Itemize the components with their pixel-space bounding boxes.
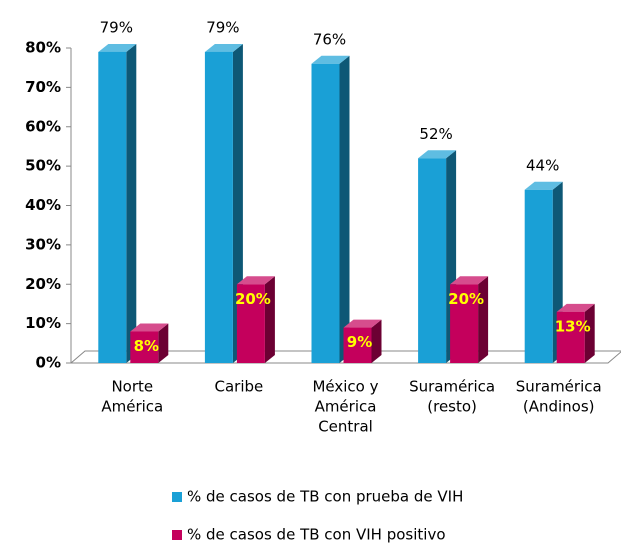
bar-top: [556, 303, 595, 312]
x-tick-label: (Andinos): [523, 398, 595, 416]
legend-marker: [172, 492, 182, 502]
bar-top: [130, 323, 169, 332]
bar: [343, 327, 372, 363]
bar-side: [264, 276, 275, 363]
bar-top: [311, 55, 350, 64]
value-label: 76%: [313, 30, 346, 48]
x-tick-label: México y: [312, 378, 378, 396]
value-label: 13%: [555, 317, 591, 335]
bar: [204, 51, 233, 363]
bar-top: [450, 276, 489, 285]
value-label: 8%: [134, 337, 159, 355]
y-tick-label: 0%: [36, 354, 61, 372]
y-tick-label: 60%: [25, 117, 61, 135]
value-label: 9%: [347, 333, 372, 351]
value-label: 44%: [526, 156, 559, 174]
bar-side: [158, 323, 169, 363]
bar-top: [524, 181, 563, 190]
bar: [524, 189, 553, 363]
value-label: 20%: [235, 290, 271, 308]
x-tick-label: América: [315, 398, 377, 416]
x-tick-label: (resto): [427, 398, 477, 416]
bar-top: [236, 276, 275, 285]
y-tick-label: 80%: [25, 39, 61, 57]
legend-label: % de casos de TB con prueba de VIH: [187, 488, 463, 506]
x-tick-label: América: [101, 398, 163, 416]
bar-side: [126, 43, 137, 363]
bar: [130, 331, 159, 363]
bar-top: [98, 43, 137, 52]
x-tick-label: Suramérica: [516, 378, 602, 396]
bar: [418, 158, 447, 363]
bar-side: [478, 276, 489, 363]
value-label: 20%: [448, 290, 484, 308]
x-tick-label: Caribe: [215, 378, 264, 396]
bar: [311, 63, 340, 363]
value-label: 79%: [100, 18, 133, 36]
bar-top: [204, 43, 243, 52]
x-tick-label: Suramérica: [409, 378, 495, 396]
y-tick-label: 50%: [25, 157, 61, 175]
bar: [556, 311, 585, 363]
y-tick-label: 40%: [25, 196, 61, 214]
bar: [98, 51, 127, 363]
value-label: 79%: [206, 18, 239, 36]
bar-top: [418, 150, 457, 159]
y-tick-label: 10%: [25, 314, 61, 332]
legend-marker: [172, 530, 182, 540]
y-tick-label: 30%: [25, 235, 61, 253]
value-label: 52%: [419, 125, 452, 143]
y-tick-label: 70%: [25, 78, 61, 96]
bar-side: [339, 55, 350, 363]
bar: [450, 284, 479, 363]
y-tick-label: 20%: [25, 275, 61, 293]
bar: [236, 284, 265, 363]
legend-label: % de casos de TB con VIH positivo: [187, 526, 446, 544]
bar-top: [343, 319, 382, 328]
bar-side: [584, 303, 595, 363]
x-tick-label: Central: [318, 418, 373, 436]
bar-side: [371, 319, 382, 363]
x-tick-label: Norte: [111, 378, 153, 396]
